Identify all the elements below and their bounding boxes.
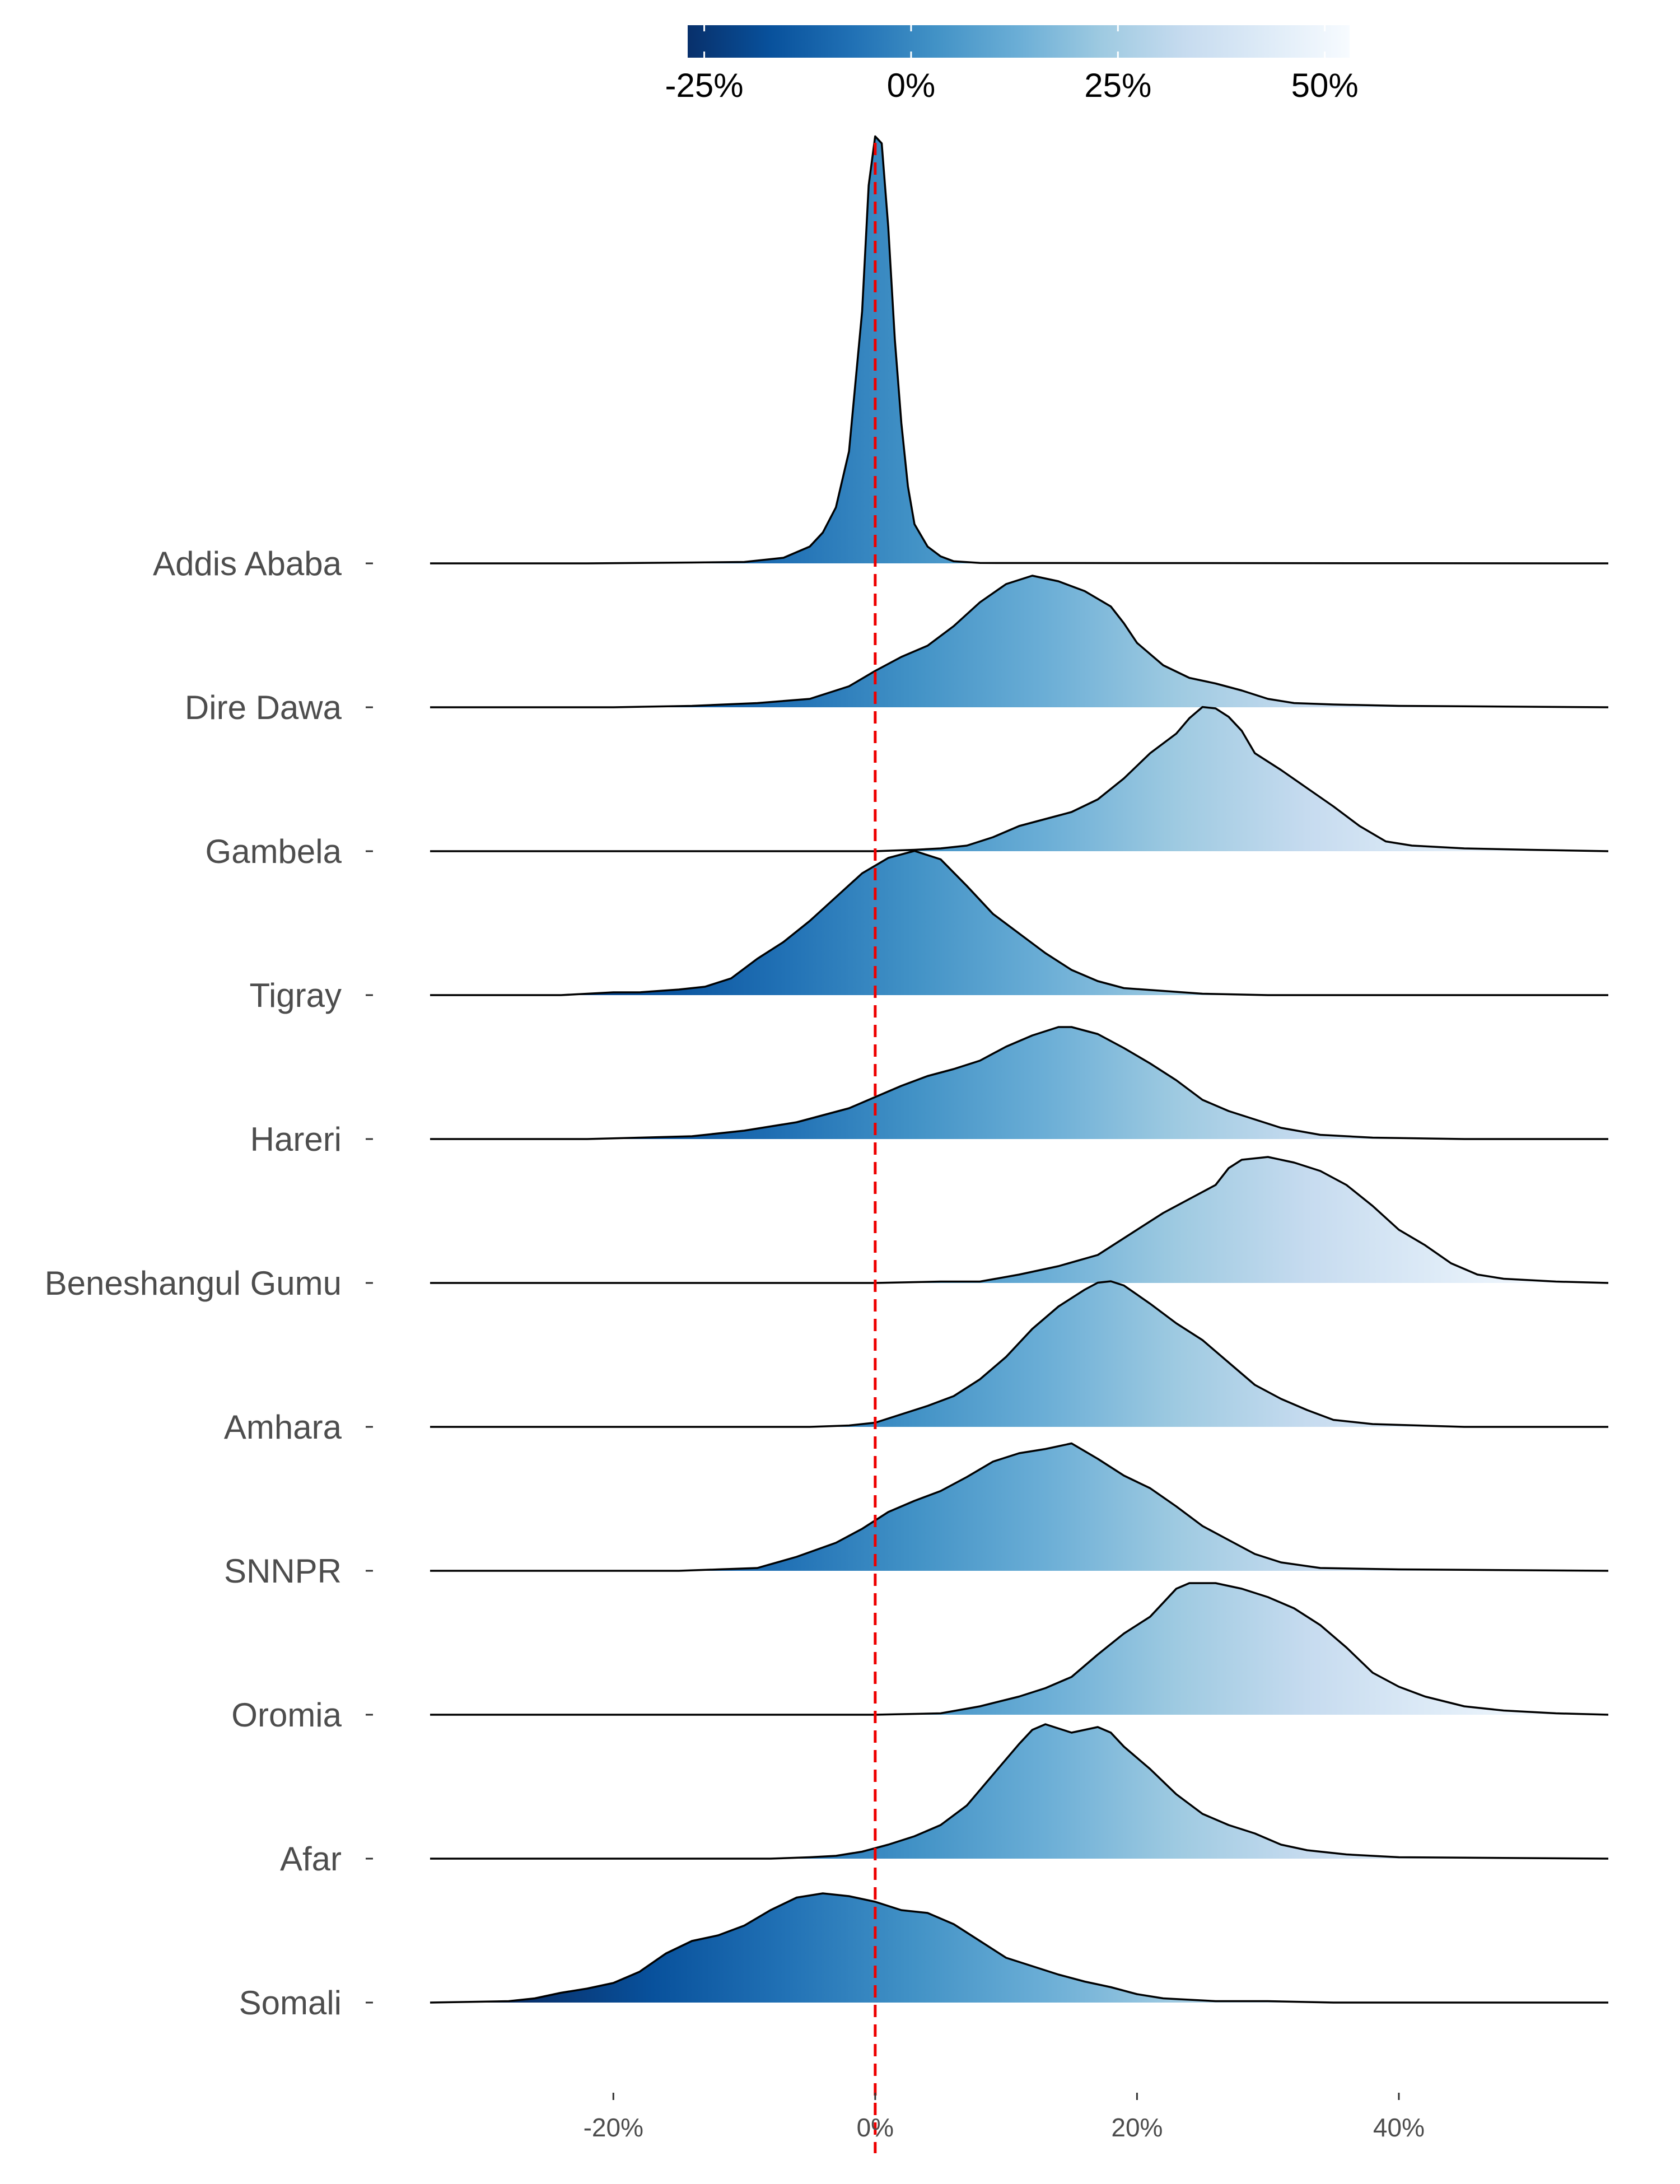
ridge-outline [430,1892,1608,2004]
ridge-area [430,576,1608,707]
ridge-outline [430,1026,1608,1140]
ridge-area [430,1443,1608,1571]
ridge-outline [430,575,1609,708]
ridge-oromia [430,1582,1609,1716]
ridge-outline [430,706,1609,852]
ridge-snnpr [430,1442,1609,1572]
region-label: Amhara [224,1408,342,1446]
colorbar-tick-label: -25% [665,67,744,104]
region-label: Somali [239,1984,342,2022]
ridge-outline [430,1723,1609,1860]
ridge-outline [430,850,1608,996]
colorbar-tick-label: 0% [887,67,936,104]
x-tick-label: 40% [1373,2113,1425,2142]
ridge-beneshangul-gumu [430,1156,1609,1284]
ridge-outline [430,1442,1609,1572]
ridge-outline [430,1156,1609,1284]
x-tick-label: 20% [1111,2113,1163,2142]
ridge-tigray [430,850,1608,996]
ridge-somali [430,1892,1608,2004]
ridge-dire-dawa [430,575,1609,708]
region-label: Dire Dawa [185,689,342,726]
region-label: Beneshangul Gumu [45,1264,342,1302]
ridge-hareri [430,1026,1608,1140]
colorbar-tick-label: 25% [1084,67,1151,104]
ridge-afar [430,1723,1609,1860]
ridge-area [430,1281,1608,1427]
region-label: SNNPR [224,1552,342,1590]
colorbar-legend: -25% 0% 25% 50% [665,25,1359,104]
ridge-area [430,1157,1608,1283]
ridge-area [430,707,1608,851]
ridge-addis-ababa [430,135,1609,564]
ridge-area [430,136,1608,563]
region-label: Addis Ababa [153,545,342,582]
ridge-amhara [430,1280,1608,1428]
colorbar-tick-label: 50% [1291,67,1359,104]
ridges [430,135,1609,2004]
x-tick-label: 0% [857,2113,894,2142]
ridge-area [430,1724,1608,1859]
colorbar-gradient [688,25,1350,58]
region-label: Afar [280,1840,342,1878]
ridge-outline [430,1582,1609,1716]
ridge-area [430,851,1608,995]
region-label: Hareri [250,1121,342,1158]
x-tick-label: -20% [584,2113,643,2142]
x-axis: -20% 0% 20% 40% [584,2093,1425,2142]
ridge-gambela [430,706,1609,852]
region-label: Oromia [231,1696,342,1734]
ridge-area [430,1893,1608,2003]
ridge-outline [430,135,1609,564]
y-axis: Addis Ababa Dire Dawa Gambela Tigray Hareri B… [45,545,373,2022]
region-label: Tigray [250,977,342,1014]
ridge-area [430,1027,1608,1139]
ridge-outline [430,1280,1608,1428]
region-label: Gambela [206,833,342,870]
ridge-area [430,1583,1608,1715]
